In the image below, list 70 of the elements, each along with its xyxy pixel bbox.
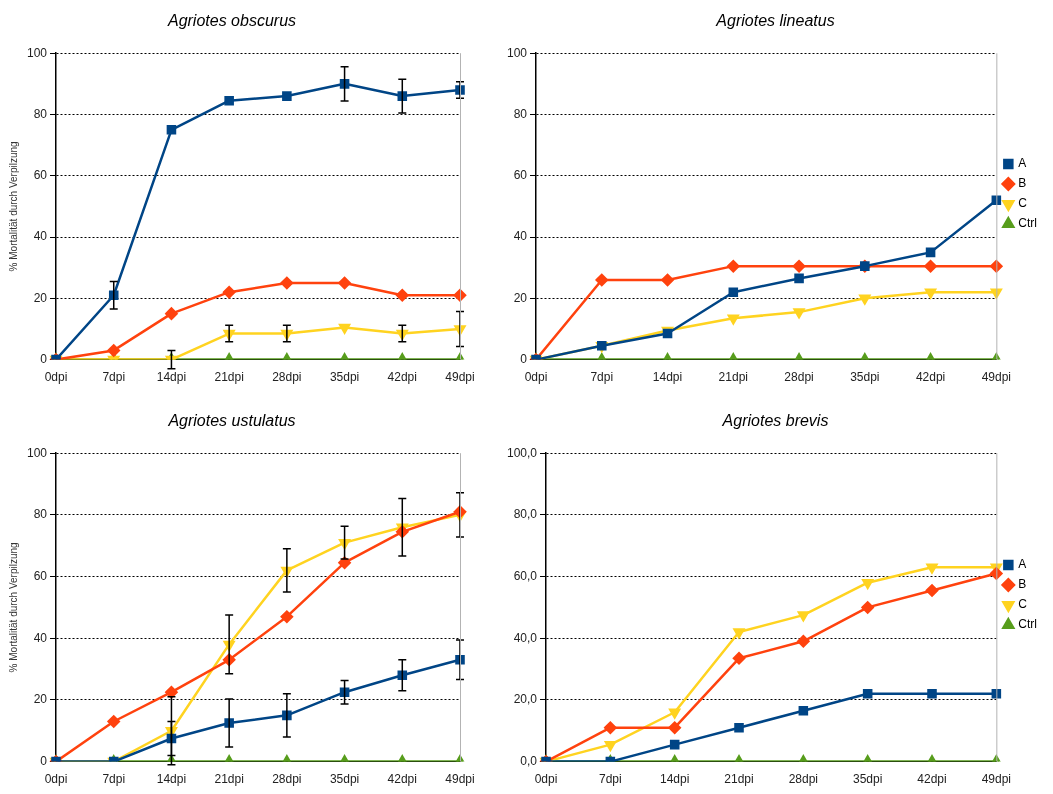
x-tick-label: 42dpi (917, 772, 947, 787)
y-tick-label: 80 (513, 106, 528, 121)
y-tick-label: 100 (506, 45, 528, 60)
chart-title: Agriotes obscurus (166, 12, 297, 30)
y-axis-title: % Mortalität durch Verpilzung (7, 141, 19, 272)
x-tick-label: 21dpi (724, 772, 754, 787)
x-tick-label: 21dpi (214, 772, 244, 787)
x-tick-label: 28dpi (272, 772, 302, 787)
y-axis-title: % Mortalität durch Verpilzung (7, 542, 19, 673)
y-tick-label: 60 (513, 168, 528, 183)
x-tick-label: 14dpi (156, 772, 187, 787)
legend-label: A (1018, 557, 1027, 572)
x-tick-label: 21dpi (718, 370, 748, 385)
legend-label: B (1018, 577, 1027, 592)
y-tick-label: 20,0 (513, 692, 538, 707)
y-tick-label: 20 (33, 692, 48, 707)
y-tick-label: 40 (33, 229, 48, 244)
y-tick-label: 40 (33, 630, 48, 645)
legend-label: B (1018, 176, 1027, 191)
y-tick-label: 0 (520, 351, 528, 366)
chart-title: Agriotes brevis (721, 412, 829, 430)
y-tick-label: 60,0 (513, 568, 538, 583)
x-tick-label: 42dpi (387, 772, 417, 787)
x-tick-label: 42dpi (915, 370, 946, 385)
x-tick-label: 49dpi (981, 772, 1012, 787)
x-tick-label: 28dpi (272, 370, 302, 385)
legend-label: Ctrl (1018, 617, 1038, 632)
x-tick-label: 35dpi (852, 772, 883, 787)
x-tick-label: 35dpi (850, 370, 880, 385)
x-tick-label: 14dpi (652, 370, 683, 385)
y-tick-label: 0 (40, 351, 48, 366)
y-tick-label: 40,0 (513, 630, 538, 645)
y-tick-label: 100 (26, 445, 48, 460)
x-tick-label: 14dpi (660, 772, 690, 787)
y-tick-label: 20 (513, 290, 528, 305)
x-tick-label: 49dpi (445, 772, 475, 787)
x-tick-label: 49dpi (981, 370, 1012, 385)
y-tick-label: 40 (513, 229, 528, 244)
legend-label: C (1018, 597, 1028, 612)
y-tick-label: 20 (33, 290, 48, 305)
x-tick-label: 0dpi (534, 772, 558, 787)
y-tick-label: 80 (33, 106, 48, 121)
x-tick-label: 35dpi (329, 370, 360, 385)
y-tick-label: 100 (26, 45, 48, 60)
x-tick-label: 7dpi (102, 772, 126, 787)
x-tick-label: 14dpi (156, 370, 187, 385)
x-tick-label: 7dpi (599, 772, 622, 787)
x-tick-label: 0dpi (524, 370, 548, 385)
y-tick-label: 100,0 (507, 445, 538, 460)
y-tick-label: 80,0 (513, 507, 538, 522)
x-tick-label: 28dpi (784, 370, 814, 385)
y-tick-label: 60 (33, 568, 48, 583)
x-tick-label: 28dpi (788, 772, 819, 787)
legend-label: C (1018, 196, 1028, 211)
x-tick-label: 49dpi (445, 370, 475, 385)
x-tick-label: 7dpi (102, 370, 126, 385)
chart-title: Agriotes ustulatus (167, 412, 296, 430)
x-tick-label: 21dpi (214, 370, 244, 385)
legend-label: Ctrl (1018, 216, 1038, 231)
x-tick-label: 35dpi (329, 772, 360, 787)
x-tick-label: 0dpi (44, 772, 68, 787)
y-tick-label: 80 (33, 507, 48, 522)
chart-title: Agriotes lineatus (715, 12, 835, 30)
y-tick-label: 60 (33, 168, 48, 183)
x-tick-label: 0dpi (44, 370, 68, 385)
x-tick-label: 7dpi (590, 370, 614, 385)
x-tick-label: 42dpi (387, 370, 417, 385)
y-tick-label: 0 (40, 753, 48, 768)
legend-label: A (1018, 156, 1027, 171)
y-tick-label: 0,0 (520, 753, 538, 768)
